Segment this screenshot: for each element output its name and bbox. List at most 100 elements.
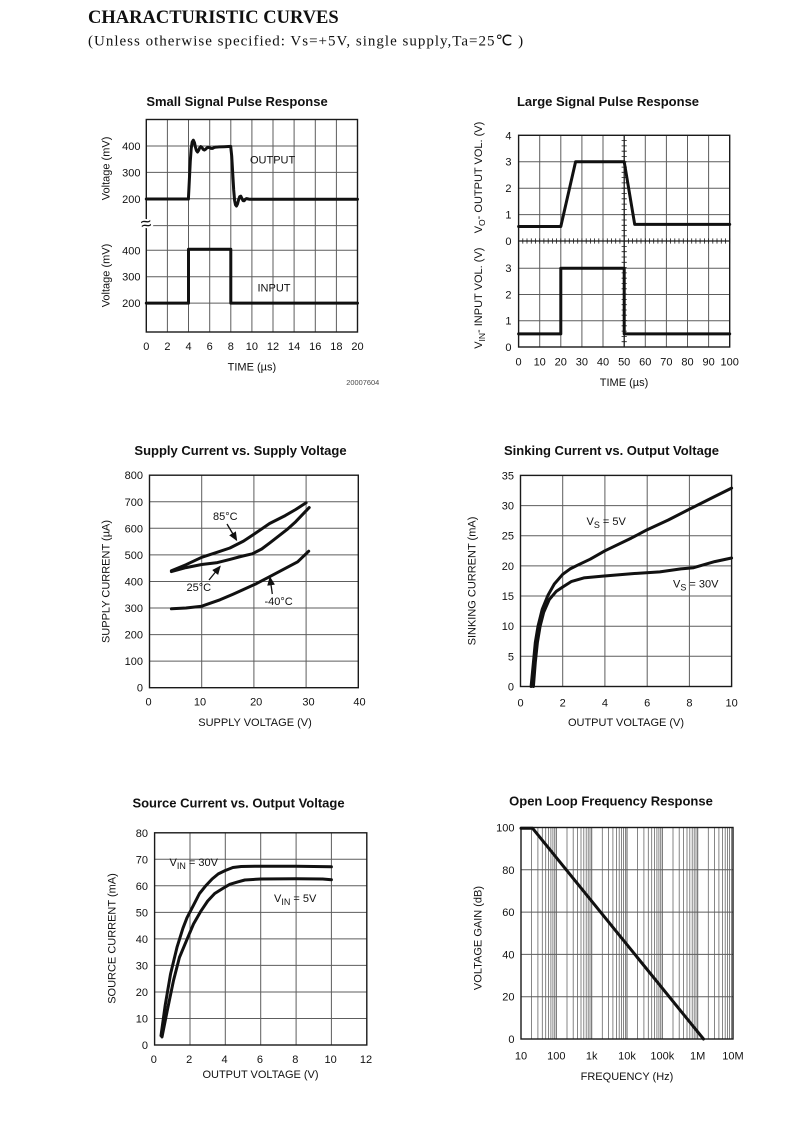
svg-text:10M: 10M (722, 1051, 743, 1063)
svg-text:Voltage (mV): Voltage (mV) (101, 244, 113, 308)
svg-text:100k: 100k (650, 1051, 674, 1063)
svg-text:18: 18 (330, 341, 342, 353)
svg-text:8: 8 (686, 698, 692, 710)
svg-text:25: 25 (502, 531, 514, 543)
svg-text:0: 0 (151, 1054, 157, 1066)
svg-text:SINKING CURRENT (mA): SINKING CURRENT (mA) (467, 517, 479, 646)
svg-text:FREQUENCY (Hz): FREQUENCY (Hz) (581, 1071, 674, 1083)
svg-text:90: 90 (702, 357, 714, 369)
svg-text:-40°C: -40°C (265, 596, 293, 608)
svg-text:100: 100 (125, 656, 143, 668)
svg-text:60: 60 (502, 907, 514, 919)
svg-text:10k: 10k (618, 1051, 636, 1063)
svg-text:Small Signal Pulse Response: Small Signal Pulse Response (146, 94, 327, 109)
svg-text:1k: 1k (586, 1051, 598, 1063)
svg-text:30: 30 (136, 960, 148, 972)
svg-text:20: 20 (250, 697, 262, 709)
svg-text:20: 20 (555, 357, 567, 369)
svg-text:300: 300 (122, 272, 140, 284)
svg-text:800: 800 (125, 470, 143, 482)
svg-text:85°C: 85°C (213, 511, 238, 523)
svg-text:10: 10 (725, 698, 737, 710)
svg-text:2: 2 (505, 183, 511, 195)
svg-text:10: 10 (502, 621, 514, 633)
svg-text:3: 3 (505, 157, 511, 169)
svg-text:8: 8 (292, 1054, 298, 1066)
svg-text:60: 60 (639, 357, 651, 369)
svg-text:1: 1 (505, 210, 511, 222)
svg-text:200: 200 (125, 630, 143, 642)
svg-text:300: 300 (125, 603, 143, 615)
svg-text:0: 0 (142, 1040, 148, 1052)
svg-text:OUTPUT VOLTAGE (V): OUTPUT VOLTAGE (V) (202, 1069, 318, 1081)
svg-text:Voltage (mV): Voltage (mV) (101, 137, 113, 201)
svg-text:0: 0 (505, 342, 511, 354)
svg-text:30: 30 (502, 501, 514, 513)
svg-text:35: 35 (502, 470, 514, 482)
svg-text:8: 8 (228, 341, 234, 353)
svg-text:10: 10 (324, 1054, 336, 1066)
svg-text:16: 16 (309, 341, 321, 353)
svg-text:3: 3 (505, 263, 511, 275)
svg-text:30: 30 (302, 697, 314, 709)
svg-text:400: 400 (122, 141, 140, 153)
svg-text:VS = 5V: VS = 5V (587, 516, 627, 530)
svg-text:0: 0 (137, 683, 143, 695)
svg-text:4: 4 (602, 698, 608, 710)
svg-text:1M: 1M (690, 1051, 705, 1063)
svg-text:(Unless otherwise specified: V: (Unless otherwise specified: Vs=+5V, sin… (88, 34, 524, 50)
svg-text:SUPPLY VOLTAGE (V): SUPPLY VOLTAGE (V) (198, 717, 312, 729)
svg-text:30: 30 (576, 357, 588, 369)
svg-text:1: 1 (505, 316, 511, 328)
svg-text:0: 0 (516, 357, 522, 369)
svg-text:2: 2 (186, 1054, 192, 1066)
svg-text:OUTPUT VOLTAGE (V): OUTPUT VOLTAGE (V) (568, 717, 684, 729)
svg-text:VIN = 30V: VIN = 30V (170, 857, 219, 871)
svg-text:100: 100 (547, 1051, 565, 1063)
svg-text:VOLTAGE GAIN (dB): VOLTAGE GAIN (dB) (473, 886, 485, 990)
svg-text:6: 6 (644, 698, 650, 710)
svg-text:100: 100 (496, 823, 514, 835)
svg-text:40: 40 (136, 934, 148, 946)
svg-text:700: 700 (125, 497, 143, 509)
svg-text:5: 5 (508, 651, 514, 663)
svg-text:CHARACTURISTIC CURVES: CHARACTURISTIC CURVES (88, 8, 339, 28)
svg-text:600: 600 (125, 523, 143, 535)
svg-text:40: 40 (597, 357, 609, 369)
svg-text:50: 50 (618, 357, 630, 369)
svg-text:6: 6 (257, 1054, 263, 1066)
svg-text:INPUT: INPUT (258, 283, 291, 295)
svg-text:2: 2 (164, 341, 170, 353)
svg-text:80: 80 (681, 357, 693, 369)
svg-text:20: 20 (502, 992, 514, 1004)
svg-text:40: 40 (502, 949, 514, 961)
svg-text:4: 4 (185, 341, 191, 353)
svg-text:TIME (µs): TIME (µs) (600, 377, 649, 389)
svg-text:20: 20 (351, 341, 363, 353)
svg-text:200: 200 (122, 194, 140, 206)
svg-text:4: 4 (505, 130, 511, 142)
svg-text:0: 0 (508, 1034, 514, 1046)
svg-text:500: 500 (125, 550, 143, 562)
svg-text:6: 6 (207, 341, 213, 353)
svg-text:20: 20 (136, 987, 148, 999)
svg-text:VO- OUTPUT VOL. (V): VO- OUTPUT VOL. (V) (473, 122, 487, 234)
svg-text:20007604: 20007604 (346, 378, 379, 387)
svg-text:10: 10 (136, 1014, 148, 1026)
svg-text:VS = 30V: VS = 30V (673, 579, 719, 593)
svg-text:2: 2 (560, 698, 566, 710)
svg-text:TIME (µs): TIME (µs) (228, 362, 277, 374)
svg-text:0: 0 (517, 698, 523, 710)
svg-text:200: 200 (122, 298, 140, 310)
svg-text:VIN- INPUT VOL. (V): VIN- INPUT VOL. (V) (473, 248, 487, 349)
svg-text:Large Signal Pulse Response: Large Signal Pulse Response (517, 94, 699, 109)
svg-text:10: 10 (534, 357, 546, 369)
svg-text:0: 0 (505, 236, 511, 248)
svg-text:VIN = 5V: VIN = 5V (274, 893, 317, 907)
svg-text:10: 10 (246, 341, 258, 353)
svg-text:20: 20 (502, 561, 514, 573)
svg-text:Sinking Current vs. Output Vol: Sinking Current vs. Output Voltage (504, 443, 719, 458)
svg-text:400: 400 (125, 577, 143, 589)
svg-text:SOURCE CURRENT (mA): SOURCE CURRENT (mA) (107, 873, 119, 1004)
svg-text:50: 50 (136, 907, 148, 919)
